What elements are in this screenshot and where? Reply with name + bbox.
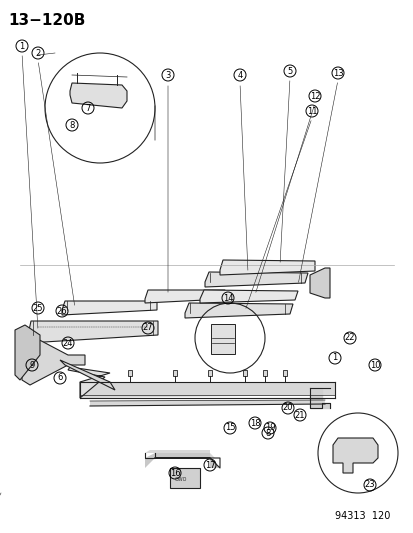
Text: 17: 17 bbox=[204, 461, 215, 470]
Polygon shape bbox=[15, 325, 40, 380]
Text: 24: 24 bbox=[63, 338, 73, 348]
Text: 6: 6 bbox=[57, 374, 62, 383]
Text: 11: 11 bbox=[306, 107, 316, 116]
Text: 7: 7 bbox=[85, 103, 90, 112]
FancyBboxPatch shape bbox=[207, 370, 211, 376]
Polygon shape bbox=[145, 453, 219, 468]
Polygon shape bbox=[80, 382, 334, 398]
FancyBboxPatch shape bbox=[170, 468, 199, 488]
Text: 94313  120: 94313 120 bbox=[334, 511, 389, 521]
Polygon shape bbox=[70, 83, 127, 108]
Polygon shape bbox=[309, 388, 329, 408]
Polygon shape bbox=[332, 438, 377, 473]
Text: 13: 13 bbox=[332, 69, 342, 77]
Polygon shape bbox=[309, 268, 329, 298]
Text: 10: 10 bbox=[369, 360, 379, 369]
Polygon shape bbox=[199, 290, 297, 303]
Text: 12: 12 bbox=[309, 92, 320, 101]
Polygon shape bbox=[204, 272, 307, 287]
FancyBboxPatch shape bbox=[282, 370, 286, 376]
Text: 18: 18 bbox=[249, 418, 260, 427]
Text: 16: 16 bbox=[169, 469, 180, 478]
Text: 27: 27 bbox=[142, 324, 153, 333]
Text: 8: 8 bbox=[265, 429, 270, 438]
Text: 20: 20 bbox=[282, 403, 292, 413]
Text: 25: 25 bbox=[33, 303, 43, 312]
Text: 23: 23 bbox=[364, 481, 375, 489]
Text: 2: 2 bbox=[35, 49, 40, 58]
Text: 5: 5 bbox=[287, 67, 292, 76]
Text: OWO: OWO bbox=[175, 477, 187, 482]
FancyBboxPatch shape bbox=[211, 324, 235, 354]
Polygon shape bbox=[60, 360, 115, 390]
Text: 1: 1 bbox=[19, 42, 24, 51]
Polygon shape bbox=[219, 260, 314, 275]
Text: 19: 19 bbox=[264, 424, 275, 432]
FancyBboxPatch shape bbox=[173, 370, 177, 376]
Text: 9: 9 bbox=[29, 360, 35, 369]
Polygon shape bbox=[90, 400, 324, 406]
Polygon shape bbox=[185, 303, 292, 318]
Text: 3: 3 bbox=[165, 70, 170, 79]
Text: 4: 4 bbox=[237, 70, 242, 79]
Text: 13−120B: 13−120B bbox=[8, 13, 85, 28]
Text: 8: 8 bbox=[69, 120, 74, 130]
Polygon shape bbox=[28, 321, 158, 343]
Polygon shape bbox=[22, 335, 85, 385]
FancyBboxPatch shape bbox=[128, 370, 132, 376]
FancyBboxPatch shape bbox=[242, 370, 247, 376]
Text: 15: 15 bbox=[224, 424, 235, 432]
Polygon shape bbox=[68, 367, 110, 398]
Polygon shape bbox=[145, 290, 224, 303]
Polygon shape bbox=[62, 301, 157, 315]
Text: 21: 21 bbox=[294, 410, 304, 419]
Text: 22: 22 bbox=[344, 334, 354, 343]
Text: 26: 26 bbox=[57, 306, 67, 316]
FancyBboxPatch shape bbox=[262, 370, 266, 376]
Text: 14: 14 bbox=[222, 294, 233, 303]
Polygon shape bbox=[145, 450, 214, 458]
Text: 1: 1 bbox=[332, 353, 337, 362]
